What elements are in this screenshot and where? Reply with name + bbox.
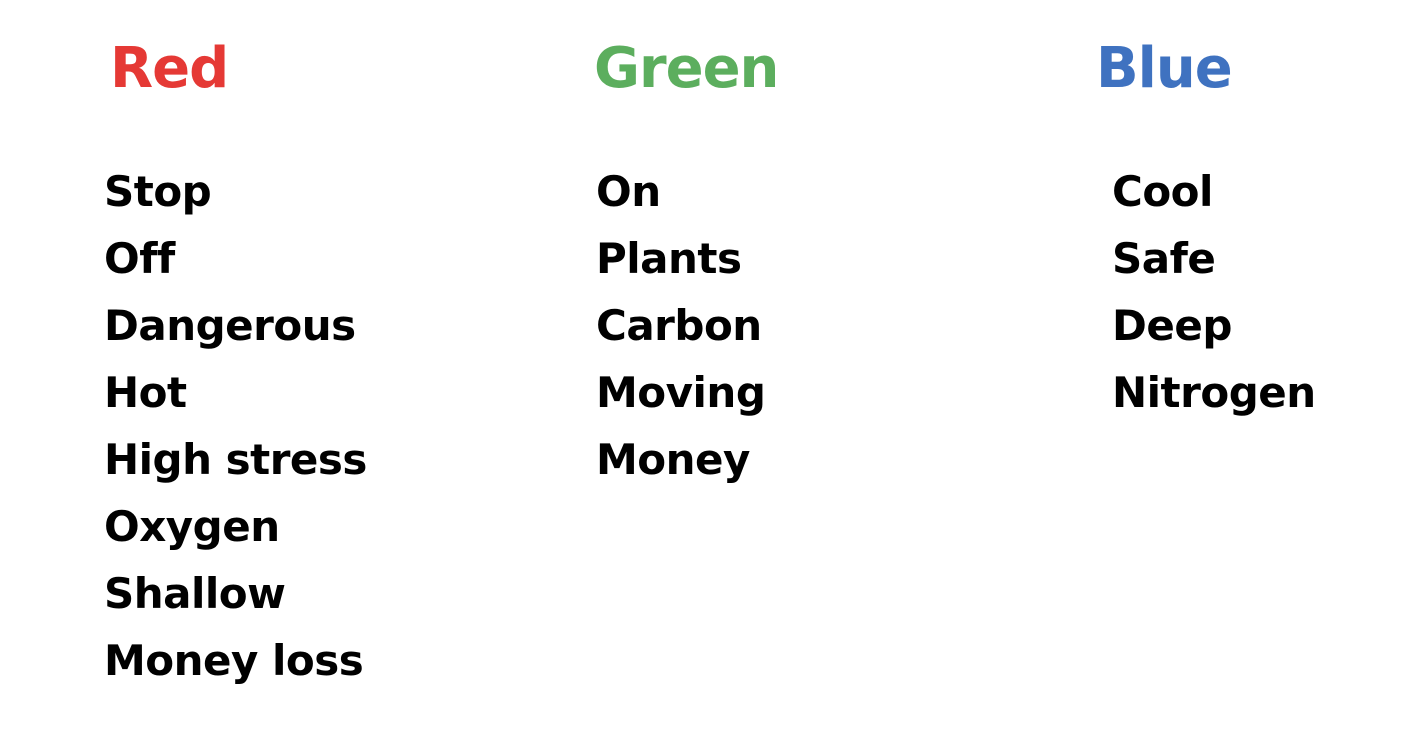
- list-item: Oxygen: [104, 502, 280, 551]
- list-item: Plants: [596, 234, 742, 283]
- list-green: On Plants Carbon Moving Money: [596, 158, 766, 493]
- list-item: Stop: [104, 167, 212, 216]
- heading-red: Red: [110, 36, 229, 101]
- list-item: Shallow: [104, 569, 286, 618]
- list-item: Deep: [1112, 301, 1232, 350]
- list-item: Off: [104, 234, 175, 283]
- list-item: Money loss: [104, 636, 364, 685]
- list-red: Stop Off Dangerous Hot High stress Oxyge…: [104, 158, 367, 694]
- list-blue: Cool Safe Deep Nitrogen: [1112, 158, 1316, 426]
- list-item: Dangerous: [104, 301, 356, 350]
- list-item: Moving: [596, 368, 766, 417]
- list-item: Carbon: [596, 301, 762, 350]
- list-item: High stress: [104, 435, 367, 484]
- list-item: Cool: [1112, 167, 1213, 216]
- list-item: Nitrogen: [1112, 368, 1316, 417]
- list-item: Safe: [1112, 234, 1216, 283]
- list-item: Money: [596, 435, 750, 484]
- heading-green: Green: [594, 36, 779, 101]
- list-item: Hot: [104, 368, 187, 417]
- heading-blue: Blue: [1096, 36, 1233, 101]
- list-item: On: [596, 167, 661, 216]
